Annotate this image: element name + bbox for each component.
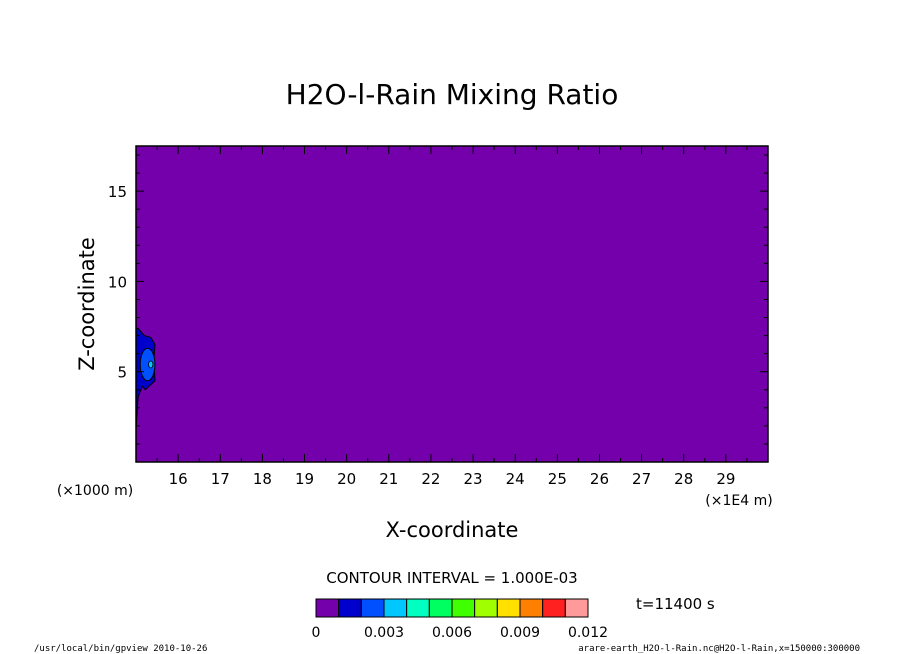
colorbar-swatch bbox=[474, 598, 498, 618]
time-label: t=11400 s bbox=[636, 595, 715, 613]
colorbar-swatch bbox=[360, 598, 385, 618]
contour-level-2 bbox=[139, 347, 156, 382]
contour-level-3 bbox=[148, 360, 154, 369]
x-tick-label: 27 bbox=[632, 470, 651, 488]
x-tick-label: 21 bbox=[379, 470, 398, 488]
x-tick-label: 18 bbox=[253, 470, 272, 488]
x-tick-label: 23 bbox=[464, 470, 483, 488]
x-tick-label: 25 bbox=[548, 470, 567, 488]
x-unit-right: (×1E4 m) bbox=[705, 493, 772, 509]
footer-right: arare-earth_H2O-l-Rain.nc@H2O-l-Rain,x=1… bbox=[578, 644, 860, 654]
colorbar bbox=[315, 598, 589, 618]
colorbar-swatch bbox=[338, 598, 362, 618]
x-tick-label: 16 bbox=[169, 470, 188, 488]
colorbar-labels: 0 0.003 0.006 0.009 0.012 bbox=[312, 625, 609, 641]
colorbar-label: 0 bbox=[312, 625, 321, 641]
y-tick-label: 5 bbox=[117, 364, 127, 382]
colorbar-label: 0.003 bbox=[364, 625, 404, 641]
colorbar-swatch bbox=[406, 598, 430, 618]
x-tick-label: 24 bbox=[506, 470, 525, 488]
colorbar-swatch bbox=[519, 598, 544, 618]
colorbar-label: 0.009 bbox=[500, 625, 540, 641]
contour-interval-label: CONTOUR INTERVAL = 1.000E-03 bbox=[326, 569, 577, 587]
y-axis-ticks: 5 10 15 bbox=[108, 154, 768, 445]
x-axis-label: X-coordinate bbox=[386, 518, 519, 542]
x-tick-label: 19 bbox=[295, 470, 314, 488]
colorbar-swatch bbox=[496, 598, 521, 618]
x-tick-label: 26 bbox=[590, 470, 609, 488]
colorbar-swatch bbox=[542, 598, 566, 618]
colorbar-swatch bbox=[451, 598, 476, 618]
x-unit-left: (×1000 m) bbox=[57, 483, 133, 499]
colorbar-swatch bbox=[315, 598, 340, 618]
colorbar-swatch bbox=[564, 598, 589, 618]
colorbar-label: 0.012 bbox=[568, 625, 608, 641]
x-tick-label: 20 bbox=[337, 470, 356, 488]
colorbar-label: 0.006 bbox=[432, 625, 472, 641]
colorbar-swatch bbox=[428, 598, 453, 618]
chart-title: H2O-l-Rain Mixing Ratio bbox=[286, 78, 619, 111]
x-tick-label: 17 bbox=[211, 470, 230, 488]
y-axis-label: Z-coordinate bbox=[75, 237, 99, 371]
footer-left: /usr/local/bin/gpview 2010-10-26 bbox=[34, 644, 207, 654]
y-tick-label: 10 bbox=[108, 273, 127, 291]
plot-area bbox=[136, 146, 768, 462]
colorbar-swatch bbox=[383, 598, 408, 618]
x-tick-label: 28 bbox=[674, 470, 693, 488]
contour-features bbox=[135, 327, 156, 430]
x-axis-ticks: 16 17 18 19 20 21 22 23 24 25 26 27 28 29 bbox=[156, 146, 748, 488]
x-tick-label: 22 bbox=[421, 470, 440, 488]
y-tick-label: 15 bbox=[108, 183, 127, 201]
x-tick-label: 29 bbox=[716, 470, 735, 488]
